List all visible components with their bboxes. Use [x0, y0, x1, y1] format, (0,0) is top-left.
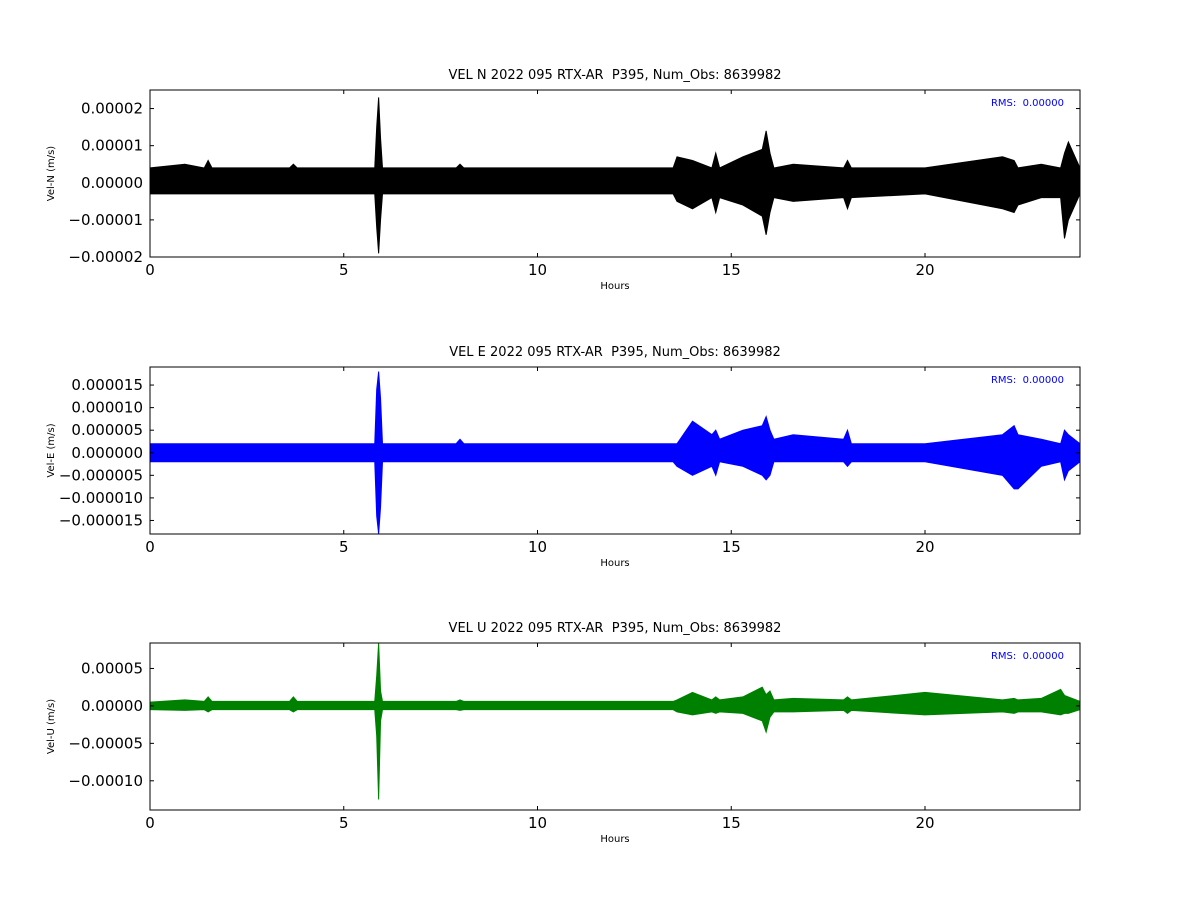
- axes-frame: [149, 642, 1081, 811]
- panel: 0 5 10 15 20 0.00005 0.00000 −0.00005 −0.00010 VE…: [46, 621, 1081, 845]
- x-axis-label: Hours: [600, 281, 629, 292]
- y-tick-label: −0.000010: [59, 489, 143, 507]
- x-tick-label: 10: [528, 814, 547, 832]
- chart-title: VEL N 2022 095 RTX-AR P395, Num_Obs: 863…: [448, 68, 781, 83]
- y-tick-label: 0.00000: [81, 697, 143, 715]
- x-tick-label: 0: [145, 261, 155, 279]
- y-tick-label: −0.00002: [68, 248, 143, 266]
- chart-title: VEL E 2022 095 RTX-AR P395, Num_Obs: 863…: [449, 345, 781, 360]
- x-tick-label: 20: [915, 814, 934, 832]
- y-tick-label: 0.000005: [71, 421, 143, 439]
- panel: 0 5 10 15 20 0.00002 0.00001 0.00000 −0.00001 −0.…: [46, 68, 1081, 292]
- data-band: [150, 97, 1080, 254]
- y-tick-label: 0.000015: [71, 376, 143, 394]
- axes-frame: [149, 89, 1081, 258]
- y-axis-label: Vel-U (m/s): [46, 699, 57, 754]
- x-tick-label: 15: [722, 814, 741, 832]
- x-tick-label: 20: [915, 261, 934, 279]
- x-tick-label: 10: [528, 261, 547, 279]
- rms-annotation: RMS: 0.00000: [991, 651, 1064, 662]
- y-tick-label: 0.000010: [71, 399, 143, 417]
- y-tick-label: 0.00001: [81, 137, 143, 155]
- x-tick-label: 5: [339, 538, 349, 556]
- panel: 0 5 10 15 20 0.000015 0.000010 0.000005 0.000000…: [46, 345, 1081, 569]
- rms-annotation: RMS: 0.00000: [991, 375, 1064, 386]
- y-tick-label: −0.000005: [59, 466, 143, 484]
- axes-frame: [149, 366, 1081, 535]
- x-tick-label: 0: [145, 814, 155, 832]
- x-tick-label: 15: [722, 261, 741, 279]
- x-tick-label: 20: [915, 538, 934, 556]
- y-axis-label: Vel-E (m/s): [46, 423, 57, 477]
- data-band: [150, 643, 1080, 800]
- y-tick-label: −0.000015: [59, 511, 143, 529]
- y-tick-label: 0.00002: [81, 100, 143, 118]
- y-tick-label: −0.00005: [68, 734, 143, 752]
- y-tick-label: −0.00010: [68, 772, 143, 790]
- x-tick-label: 15: [722, 538, 741, 556]
- y-tick-label: 0.00000: [81, 174, 143, 192]
- y-tick-label: 0.000000: [71, 444, 143, 462]
- x-tick-label: 5: [339, 814, 349, 832]
- chart-title: VEL U 2022 095 RTX-AR P395, Num_Obs: 863…: [449, 621, 782, 636]
- x-tick-label: 0: [145, 538, 155, 556]
- data-band: [150, 371, 1080, 534]
- rms-annotation: RMS: 0.00000: [991, 98, 1064, 109]
- x-axis-label: Hours: [600, 834, 629, 845]
- x-tick-label: 5: [339, 261, 349, 279]
- y-tick-label: −0.00001: [68, 211, 143, 229]
- y-axis-label: Vel-N (m/s): [46, 146, 57, 201]
- x-tick-label: 10: [528, 538, 547, 556]
- y-tick-label: 0.00005: [81, 659, 143, 677]
- x-axis-label: Hours: [600, 558, 629, 569]
